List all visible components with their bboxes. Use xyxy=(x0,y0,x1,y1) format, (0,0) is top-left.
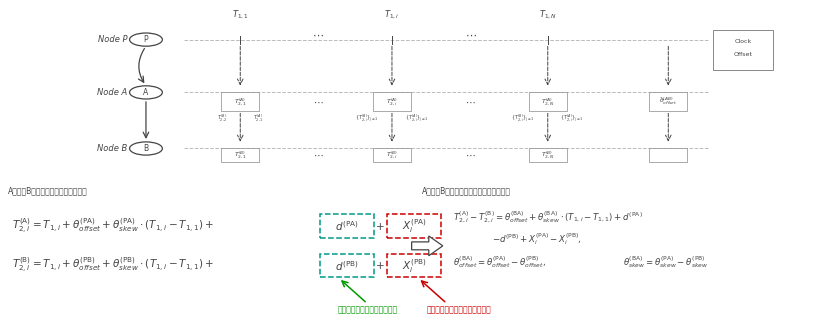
Text: $T^{(\mathrm{A})}_{2,i} - T^{(\mathrm{B})}_{2,i} = \theta^{(\mathrm{BA})}_{offse: $T^{(\mathrm{A})}_{2,i} - T^{(\mathrm{B}… xyxy=(452,210,642,225)
Text: $T^{(A)}_{2,N}$: $T^{(A)}_{2,N}$ xyxy=(540,96,554,107)
Text: A节点和B节点上的数据包接收时间：: A节点和B节点上的数据包接收时间： xyxy=(8,186,88,195)
FancyBboxPatch shape xyxy=(649,92,686,111)
Text: $T^{(A)}_{2,1}$: $T^{(A)}_{2,1}$ xyxy=(233,96,247,107)
Text: A: A xyxy=(143,88,148,97)
Text: $\cdots$: $\cdots$ xyxy=(465,150,475,160)
FancyBboxPatch shape xyxy=(387,214,441,238)
Text: Offset: Offset xyxy=(732,51,752,57)
Text: $T^{(B)}_{2,1}$: $T^{(B)}_{2,1}$ xyxy=(233,149,247,160)
FancyBboxPatch shape xyxy=(373,92,410,111)
Text: $T^{(B)}_{2,2}$: $T^{(B)}_{2,2}$ xyxy=(216,112,228,123)
Text: $T_{1,i}$: $T_{1,i}$ xyxy=(384,9,399,21)
Text: $T^{(\mathrm{B})}_{2,i} = T_{1,i} + \theta^{(\mathrm{PB})}_{offset} + \theta^{(\: $T^{(\mathrm{B})}_{2,i} = T_{1,i} + \the… xyxy=(12,256,214,275)
Text: Node A: Node A xyxy=(97,88,127,97)
Text: $+$: $+$ xyxy=(374,220,384,232)
Text: $T^{(A)}_{2,1}$: $T^{(A)}_{2,1}$ xyxy=(252,112,264,123)
Text: $\{T^{(B)}_{2,i}\}_{j\neq1}$: $\{T^{(B)}_{2,i}\}_{j\neq1}$ xyxy=(511,112,534,124)
Text: $T_{1,N}$: $T_{1,N}$ xyxy=(538,9,556,21)
FancyBboxPatch shape xyxy=(712,30,772,70)
Text: $- d^{(\mathrm{PB})} + X^{(\mathrm{PA})}_i - X^{(\mathrm{PB})}_i,$: $- d^{(\mathrm{PB})} + X^{(\mathrm{PA})}… xyxy=(491,231,581,247)
Text: $\{T^{(B)}_{2,i}\}_{j\neq1}$: $\{T^{(B)}_{2,i}\}_{j\neq1}$ xyxy=(355,112,378,124)
Text: $\cdots$: $\cdots$ xyxy=(464,30,476,40)
Text: $T_{1,1}$: $T_{1,1}$ xyxy=(232,9,248,21)
Text: $T^{(B)}_{2,N}$: $T^{(B)}_{2,N}$ xyxy=(540,149,554,160)
Text: $\cdots$: $\cdots$ xyxy=(313,150,323,160)
Text: $\hat{\theta}^{(AB)}_{offset}$: $\hat{\theta}^{(AB)}_{offset}$ xyxy=(658,96,676,107)
Text: $X^{(\mathrm{PA})}_i$: $X^{(\mathrm{PA})}_i$ xyxy=(401,217,426,235)
Text: $T^{(\mathrm{A})}_{2,i} = T_{1,i} + \theta^{(\mathrm{PA})}_{offset} + \theta^{(\: $T^{(\mathrm{A})}_{2,i} = T_{1,i} + \the… xyxy=(12,216,214,236)
Text: $X^{(\mathrm{PB})}_i$: $X^{(\mathrm{PB})}_i$ xyxy=(401,257,426,275)
Text: $\cdots$: $\cdots$ xyxy=(465,97,475,107)
Text: $+$: $+$ xyxy=(374,260,384,271)
Text: $\cdots$: $\cdots$ xyxy=(312,30,324,40)
FancyBboxPatch shape xyxy=(528,148,566,162)
Text: $T^{(A)}_{2,i}$: $T^{(A)}_{2,i}$ xyxy=(386,96,397,107)
FancyBboxPatch shape xyxy=(319,254,373,277)
Text: $d^{(\mathrm{PA})}$: $d^{(\mathrm{PA})}$ xyxy=(335,219,358,233)
Text: Clock: Clock xyxy=(733,40,751,45)
Text: A节点和B节点上的数据包接收时间差值：: A节点和B节点上的数据包接收时间差值： xyxy=(422,186,511,195)
FancyBboxPatch shape xyxy=(528,92,566,111)
Text: $\theta^{(\mathrm{BA})}_{offset} = \theta^{(\mathrm{PA})}_{offset} - \theta^{(\m: $\theta^{(\mathrm{BA})}_{offset} = \thet… xyxy=(452,254,545,270)
Text: 数据包通信时延的确定性部分: 数据包通信时延的确定性部分 xyxy=(337,305,397,314)
Text: Node P: Node P xyxy=(97,35,127,44)
Text: $\theta^{(\mathrm{BA})}_{skew} = \theta^{(\mathrm{PA})}_{skew} - \theta^{(\mathr: $\theta^{(\mathrm{BA})}_{skew} = \theta^… xyxy=(622,254,708,270)
Text: Node B: Node B xyxy=(97,144,127,153)
FancyBboxPatch shape xyxy=(221,92,259,111)
Text: $\cdots$: $\cdots$ xyxy=(313,97,323,107)
FancyBboxPatch shape xyxy=(319,214,373,238)
FancyBboxPatch shape xyxy=(649,148,686,162)
Text: $\{T^{(A)}_{2,i}\}_{j\neq1}$: $\{T^{(A)}_{2,i}\}_{j\neq1}$ xyxy=(560,112,583,124)
Text: $d^{(\mathrm{PB})}$: $d^{(\mathrm{PB})}$ xyxy=(335,259,358,273)
FancyBboxPatch shape xyxy=(387,254,441,277)
FancyBboxPatch shape xyxy=(373,148,410,162)
Text: $\{T^{(A)}_{2,i}\}_{j\neq1}$: $\{T^{(A)}_{2,i}\}_{j\neq1}$ xyxy=(405,112,428,124)
Text: B: B xyxy=(143,144,148,153)
Text: P: P xyxy=(143,35,148,44)
Text: 数据包通信时延的不确定性部分: 数据包通信时延的不确定性部分 xyxy=(427,305,491,314)
Text: $T^{(B)}_{2,i}$: $T^{(B)}_{2,i}$ xyxy=(386,149,397,160)
Polygon shape xyxy=(411,236,442,256)
FancyBboxPatch shape xyxy=(221,148,259,162)
